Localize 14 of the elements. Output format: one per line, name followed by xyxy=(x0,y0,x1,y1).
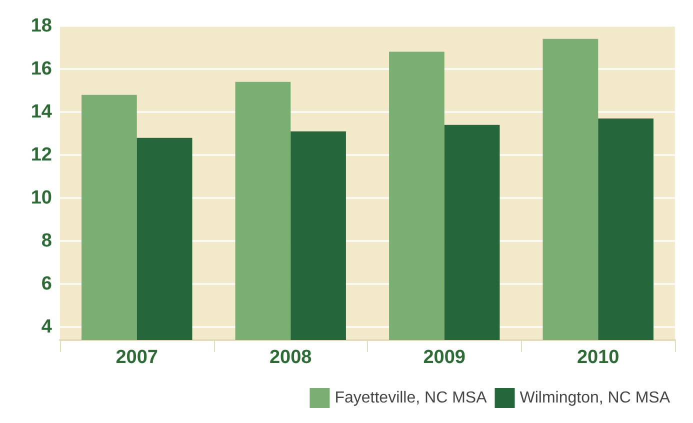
legend-label: Fayetteville, NC MSA xyxy=(334,390,488,406)
y-tick-label: 12 xyxy=(30,144,52,166)
x-tick-label: 2009 xyxy=(423,347,466,368)
x-tick-label: 2007 xyxy=(116,347,158,368)
y-tick-label: 18 xyxy=(30,16,52,36)
y-tick-label: 10 xyxy=(30,188,52,209)
x-tick-label: 2010 xyxy=(576,347,620,368)
y-tick-label: 8 xyxy=(41,230,52,252)
y-tick-label: 14 xyxy=(30,102,52,123)
y-tick-label: 6 xyxy=(41,274,52,295)
y-tick-label: 16 xyxy=(30,58,52,80)
x-tick-label: 2008 xyxy=(269,347,312,368)
y-tick-label: 4 xyxy=(41,316,52,338)
legend-label: Wilmington, NC MSA xyxy=(520,390,670,406)
